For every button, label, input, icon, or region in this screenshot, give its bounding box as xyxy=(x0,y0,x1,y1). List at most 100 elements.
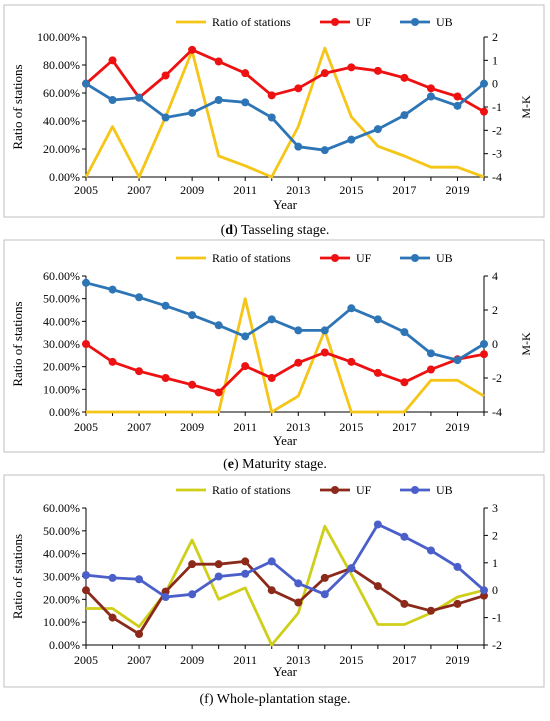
legend-marker-ub xyxy=(411,486,419,494)
data-point-uf xyxy=(241,557,250,566)
legend-label-ub: UB xyxy=(436,251,453,265)
data-point-ub xyxy=(426,546,435,555)
data-point-ub xyxy=(188,311,197,320)
data-point-uf xyxy=(241,362,250,371)
y-axis-label: Ratio of stations xyxy=(10,64,25,149)
x-tick-label: 2009 xyxy=(180,420,204,434)
data-point-ub xyxy=(135,575,144,584)
data-point-uf xyxy=(161,374,170,382)
legend-marker-ub xyxy=(411,18,419,26)
x-tick-label: 2013 xyxy=(286,420,310,434)
y2-tick-label: 2 xyxy=(492,30,498,44)
legend-marker-uf xyxy=(331,18,339,26)
data-point-uf xyxy=(82,340,90,348)
data-point-ub xyxy=(267,113,276,122)
data-point-ub xyxy=(480,586,488,595)
series-line-ratio xyxy=(84,46,485,179)
y-axis-label: Ratio of stations xyxy=(10,534,25,619)
data-point-ub xyxy=(241,98,250,107)
y-tick-label: 60.00% xyxy=(43,269,80,283)
data-point-ub xyxy=(294,142,303,151)
y-tick-label: 30.00% xyxy=(43,337,80,351)
y-tick-label: 80.00% xyxy=(43,58,80,72)
data-point-uf xyxy=(426,84,435,93)
data-point-uf xyxy=(480,107,488,116)
data-point-ub xyxy=(267,557,276,566)
y2-tick-label: -3 xyxy=(492,147,502,161)
data-point-uf xyxy=(400,378,409,387)
y-axis-label: Ratio of stations xyxy=(10,301,25,386)
data-point-ub xyxy=(400,328,409,337)
data-point-ub xyxy=(161,301,170,310)
data-point-ub xyxy=(426,349,435,358)
data-point-uf xyxy=(373,368,382,377)
data-point-uf xyxy=(108,357,117,366)
x-tick-label: 2015 xyxy=(339,183,363,197)
data-point-ub xyxy=(373,315,382,324)
legend-label-ratio: Ratio of stations xyxy=(212,251,291,265)
data-point-ub xyxy=(453,101,462,110)
x-tick-label: 2015 xyxy=(339,420,363,434)
data-point-ub xyxy=(480,340,488,348)
data-point-ub xyxy=(241,332,250,341)
caption-letter: e xyxy=(228,457,234,472)
panel-e: 0.00% 10.00% 20.00% 30.00% 40.00% 50.00% 60.00… xyxy=(3,239,545,472)
x-tick-label: 2005 xyxy=(74,183,98,197)
data-point-ub xyxy=(267,315,276,324)
data-point-uf xyxy=(320,348,329,357)
panel-f: 0.00% 10.00% 20.00% 30.00% 40.00% 50.00% 60.00… xyxy=(3,474,545,707)
data-point-ub xyxy=(214,572,223,581)
x-tick-label: 2005 xyxy=(74,653,98,667)
data-point-uf xyxy=(400,599,409,608)
data-point-ub xyxy=(214,321,223,330)
data-point-uf xyxy=(135,630,144,639)
data-point-uf xyxy=(214,388,223,397)
y2-tick-label: -1 xyxy=(492,100,502,114)
data-point-ub xyxy=(161,113,170,122)
panel-caption: (f) Whole-plantation stage. xyxy=(200,692,351,707)
data-point-ub xyxy=(400,532,409,541)
legend-label-ub: UB xyxy=(436,15,453,29)
x-tick-label: 2019 xyxy=(445,420,469,434)
data-point-ub xyxy=(241,569,250,578)
data-point-ub xyxy=(347,564,356,573)
y2-tick-label: -1 xyxy=(492,611,502,625)
panel-frame xyxy=(3,474,545,688)
data-point-uf xyxy=(294,358,303,367)
data-point-uf xyxy=(108,613,117,622)
x-tick-label: 2005 xyxy=(74,420,98,434)
data-point-uf xyxy=(347,63,356,72)
data-point-ub xyxy=(161,593,170,602)
data-point-uf xyxy=(108,56,117,65)
x-tick-label: 2019 xyxy=(445,653,469,667)
data-point-uf xyxy=(294,598,303,607)
data-point-uf xyxy=(400,73,409,82)
x-tick-label: 2007 xyxy=(127,183,151,197)
y-tick-label: 0.00% xyxy=(49,170,80,184)
data-point-ub xyxy=(82,79,90,88)
series-line-ub xyxy=(85,523,485,599)
panel-frame xyxy=(3,4,545,218)
x-tick-label: 2013 xyxy=(286,653,310,667)
y-tick-label: 100.00% xyxy=(37,30,80,44)
x-tick-label: 2011 xyxy=(233,420,257,434)
y2-tick-label: -4 xyxy=(492,405,502,419)
data-point-ub xyxy=(480,79,488,88)
legend-label-uf: UF xyxy=(356,251,372,265)
legend-label-ratio: Ratio of stations xyxy=(212,15,291,29)
data-point-uf xyxy=(347,357,356,366)
panel-frame xyxy=(3,239,545,453)
data-point-ub xyxy=(294,326,303,335)
y2-tick-label: 0 xyxy=(492,77,498,91)
data-point-uf xyxy=(320,69,329,78)
y-tick-label: 40.00% xyxy=(43,547,80,561)
data-point-ub xyxy=(320,146,329,155)
data-point-ub xyxy=(453,356,462,365)
data-point-ub xyxy=(82,278,90,287)
x-tick-label: 2017 xyxy=(392,420,416,434)
data-point-ub xyxy=(400,111,409,120)
y-tick-label: 40.00% xyxy=(43,314,80,328)
x-tick-label: 2017 xyxy=(392,183,416,197)
data-point-uf xyxy=(241,69,250,78)
